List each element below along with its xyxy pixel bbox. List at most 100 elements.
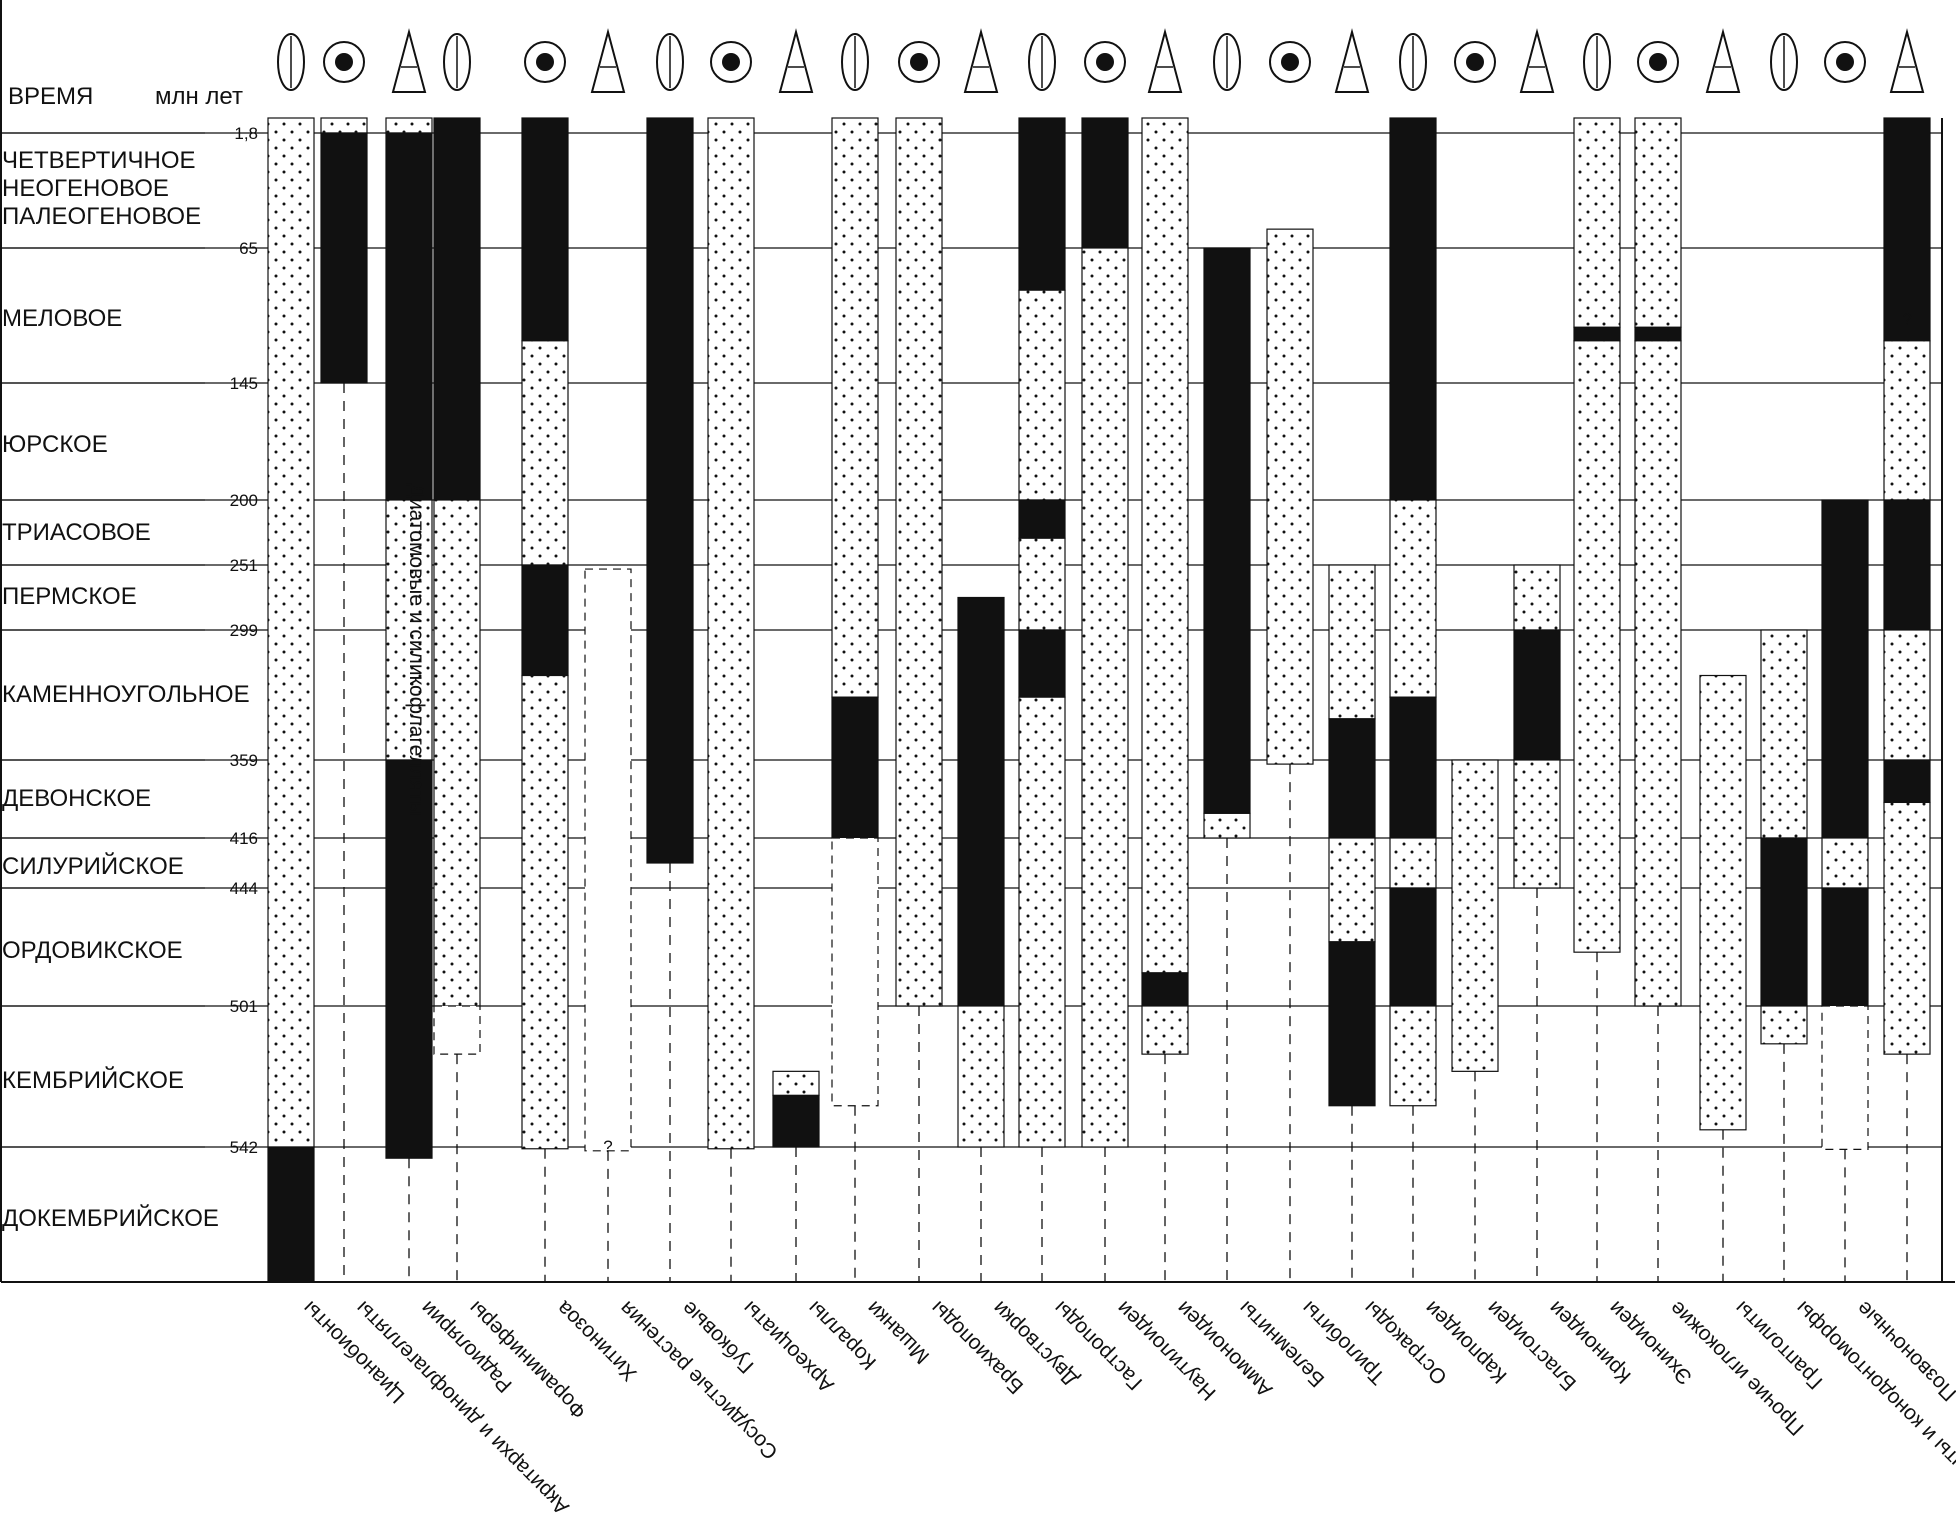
range-segment: [957, 1005, 1005, 1148]
cyanobiont-icon: [277, 33, 305, 91]
question-mark: ?: [1902, 310, 1911, 329]
range-segment: [385, 759, 433, 1159]
period-label: ДОКЕМБРИЙСКОЕ: [2, 1204, 219, 1232]
period-label: ОРДОВИКСКОЕ: [2, 937, 183, 964]
range-segment: [1573, 340, 1621, 953]
range-segment: [1018, 289, 1066, 501]
range-segment: [320, 117, 368, 134]
graptolite-icon: [1705, 28, 1741, 93]
icon-detail: [1466, 53, 1484, 71]
icon-outline: [1454, 41, 1496, 83]
tick-label: 1,8: [234, 124, 258, 143]
range-segment: [1081, 247, 1129, 1148]
range-segment: [772, 1070, 820, 1097]
gastropod-icon: [1028, 33, 1056, 91]
icon-outline: [443, 33, 471, 91]
tick-label: 359: [230, 751, 258, 770]
side-label: Диатомовые и силикофлагелляты: [405, 484, 428, 817]
range-segment: [1451, 759, 1499, 1072]
icon-outline: [1889, 28, 1925, 93]
range-segment: [1513, 564, 1561, 631]
archaeocyath-icon: [710, 41, 752, 83]
range-segment: [1513, 759, 1561, 889]
icon-detail: [1281, 53, 1299, 71]
icon-outline: [1705, 28, 1741, 93]
range-segment: [433, 1005, 481, 1055]
icon-outline: [778, 28, 814, 93]
range-segment: [1328, 564, 1376, 720]
range-segment: [895, 117, 943, 1007]
range-segment: [385, 499, 433, 761]
range-segment: [433, 499, 481, 1007]
belemnite-icon: [1213, 33, 1241, 91]
range-segment: [707, 117, 755, 1150]
range-segment: [1328, 837, 1376, 943]
icon-outline: [590, 28, 626, 93]
icon-outline: [277, 33, 305, 91]
unit-header: млн лет: [155, 83, 243, 110]
range-segment: [772, 1094, 820, 1148]
range-segment: [1141, 117, 1189, 974]
icon-outline: [1637, 41, 1679, 83]
frame: [0, 0, 1955, 1283]
range-segment: [1266, 228, 1314, 765]
blastoid-icon: [1454, 41, 1496, 83]
range-segment: [1018, 117, 1066, 291]
range-segment: [1513, 629, 1561, 761]
icon-outline: [1213, 33, 1241, 91]
icon-outline: [1147, 28, 1183, 93]
tick-label: 65: [239, 239, 258, 258]
bryozoan-icon: [841, 33, 869, 91]
coral-icon: [778, 28, 814, 93]
range-segment: [385, 117, 433, 134]
period-label: СИЛУРИЙСКОЕ: [2, 852, 184, 880]
icon-outline: [1770, 33, 1798, 91]
range-segment: [1883, 117, 1931, 342]
range-segment: [1389, 1005, 1437, 1107]
tick-label: 542: [230, 1138, 258, 1157]
range-segment: [1389, 117, 1437, 501]
range-segment: [1821, 837, 1869, 889]
period-label: МЕЛОВОЕ: [2, 305, 122, 332]
tick-label: 416: [230, 829, 258, 848]
range-segment: [1699, 674, 1747, 1131]
trilobite-icon: [1269, 41, 1311, 83]
question-mark: ?: [603, 1137, 612, 1156]
tick-label: 251: [230, 556, 258, 575]
echinoderm-icon: [1637, 41, 1679, 83]
time-tick-labels: 1,8 65 145 200 251 299 359 416 444 501 542: [230, 124, 258, 1157]
range-segment: [646, 117, 694, 864]
range-segment: [433, 117, 481, 501]
range-segment: [521, 340, 569, 566]
period-label: ЧЕТВЕРТИЧНОЕ: [2, 147, 196, 174]
period-label: ДЕВОНСКОЕ: [2, 785, 151, 812]
range-segment: [1883, 801, 1931, 1055]
range-segment: [267, 117, 315, 1148]
range-segment: [521, 564, 569, 677]
icon-outline: [1028, 33, 1056, 91]
icon-detail: [1649, 53, 1667, 71]
icon-outline: [524, 41, 566, 83]
taxon-ranges: ??: [267, 117, 1931, 1283]
range-segment: [1328, 718, 1376, 839]
conodont-icon: [1770, 33, 1798, 91]
icon-outline: [841, 33, 869, 91]
icon-outline: [323, 41, 365, 83]
range-segment: [1018, 537, 1066, 631]
range-segment: [1821, 1005, 1869, 1150]
icon-detail: [536, 53, 554, 71]
range-segment: [1883, 499, 1931, 631]
range-segment: [1389, 696, 1437, 839]
sponge-icon: [656, 33, 684, 91]
vertebrate-icon: [1824, 41, 1866, 83]
range-segment: [521, 117, 569, 342]
icon-outline: [1399, 33, 1427, 91]
range-segment: [1821, 499, 1869, 839]
dinoflagellate-icon: [323, 41, 365, 83]
icon-outline: [1519, 28, 1555, 93]
range-segment: [1141, 1005, 1189, 1055]
range-segment: [1141, 972, 1189, 1007]
range-segment: [1389, 837, 1437, 889]
